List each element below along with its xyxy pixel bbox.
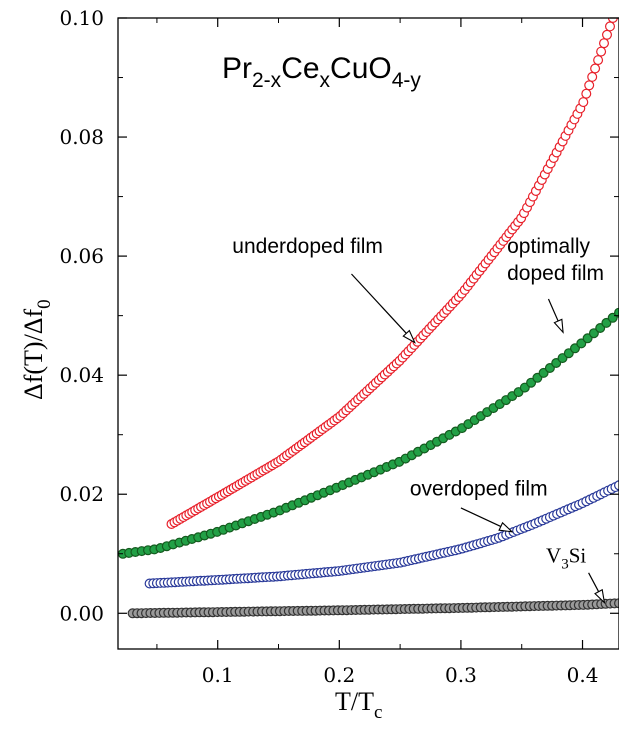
data-point-overdoped xyxy=(614,480,619,491)
annotation-V3Si-arrowhead xyxy=(594,588,606,605)
annotation-overdoped-label: overdoped film xyxy=(410,477,548,500)
annotation-optimally-arrowhead xyxy=(553,318,564,334)
x-axis-title: T/Tc xyxy=(335,687,382,723)
annotation-underdoped-arrow xyxy=(351,273,416,343)
y-tick-label: 0.04 xyxy=(59,363,104,387)
data-point-optimally xyxy=(601,317,612,328)
x-tick-label: 0.1 xyxy=(202,663,234,687)
data-point-underdoped xyxy=(598,38,609,49)
data-point-underdoped xyxy=(578,97,589,108)
chart-title: Pr2-xCexCuO4-y xyxy=(222,52,421,92)
y-tick-label: 0.08 xyxy=(59,125,104,149)
y-tick-label: 0.00 xyxy=(59,601,104,625)
annotation-overdoped-arrowhead xyxy=(498,521,514,533)
series-underdoped xyxy=(166,18,618,529)
plot-frame xyxy=(117,17,619,650)
y-tick-label: 0.06 xyxy=(59,244,104,268)
x-tick-label: 0.3 xyxy=(445,663,477,687)
annotation-underdoped-label: underdoped film xyxy=(232,235,383,258)
data-point-underdoped xyxy=(587,71,598,82)
y-tick-label: 0.10 xyxy=(59,6,104,30)
data-point-underdoped xyxy=(601,29,612,40)
annotation-optimally-label: optimally doped film xyxy=(507,235,604,285)
series-overdoped xyxy=(144,480,619,589)
y-tick-label: 0.02 xyxy=(59,482,104,506)
data-point-optimally xyxy=(588,328,599,339)
x-tick-label: 0.2 xyxy=(323,663,355,687)
annotations: underdoped film optimally doped film overdo… xyxy=(232,235,606,605)
data-point-V3Si xyxy=(614,598,619,609)
plot-marks xyxy=(118,18,619,619)
data-point-underdoped xyxy=(604,21,615,32)
axis-ticks: 0.1 0.2 0.3 0.4 0.00 0.02 0.04 0.06 0.08 0.10 xyxy=(59,6,619,687)
data-point-underdoped xyxy=(596,46,607,57)
data-point-underdoped xyxy=(584,80,595,91)
annotation-underdoped-arrowhead xyxy=(402,329,416,344)
data-point-optimally xyxy=(582,333,593,344)
data-point-underdoped xyxy=(593,55,604,66)
data-point-underdoped xyxy=(590,63,601,74)
data-point-optimally xyxy=(576,338,587,349)
x-tick-label: 0.4 xyxy=(567,663,599,687)
y-axis-title: Δf(T)/Δf0 xyxy=(19,299,55,400)
series-V3Si xyxy=(127,598,619,619)
series-optimally xyxy=(118,307,619,559)
data-point-underdoped xyxy=(581,88,592,99)
annotation-V3Si-label: V3Si xyxy=(546,544,586,573)
